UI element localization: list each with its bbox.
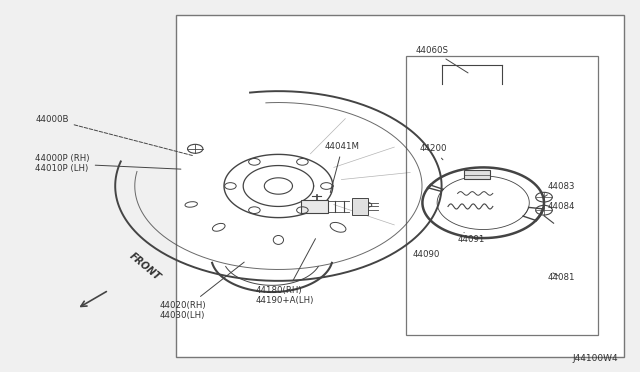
Text: 44090: 44090 bbox=[413, 250, 440, 259]
Text: 44180(RH)
44190+A(LH): 44180(RH) 44190+A(LH) bbox=[255, 239, 316, 305]
Bar bbox=[464, 170, 490, 179]
Text: 44091: 44091 bbox=[458, 232, 485, 244]
Text: 44081: 44081 bbox=[547, 273, 575, 282]
Bar bbox=[352, 198, 368, 215]
Text: 44000P (RH)
44010P (LH): 44000P (RH) 44010P (LH) bbox=[35, 154, 181, 173]
Text: 44020(RH)
44030(LH): 44020(RH) 44030(LH) bbox=[159, 262, 244, 320]
Text: 44084: 44084 bbox=[541, 202, 575, 214]
Text: 44060S: 44060S bbox=[415, 46, 468, 73]
Text: FRONT: FRONT bbox=[128, 251, 163, 283]
Text: 44000B: 44000B bbox=[35, 115, 193, 155]
Bar bbox=[301, 200, 328, 213]
Text: 44200: 44200 bbox=[419, 144, 447, 160]
Bar bbox=[406, 56, 598, 335]
Text: 44041M: 44041M bbox=[325, 142, 360, 193]
Bar bbox=[176, 15, 624, 357]
Text: 44083: 44083 bbox=[543, 182, 575, 198]
Text: J44100W4: J44100W4 bbox=[572, 354, 618, 363]
